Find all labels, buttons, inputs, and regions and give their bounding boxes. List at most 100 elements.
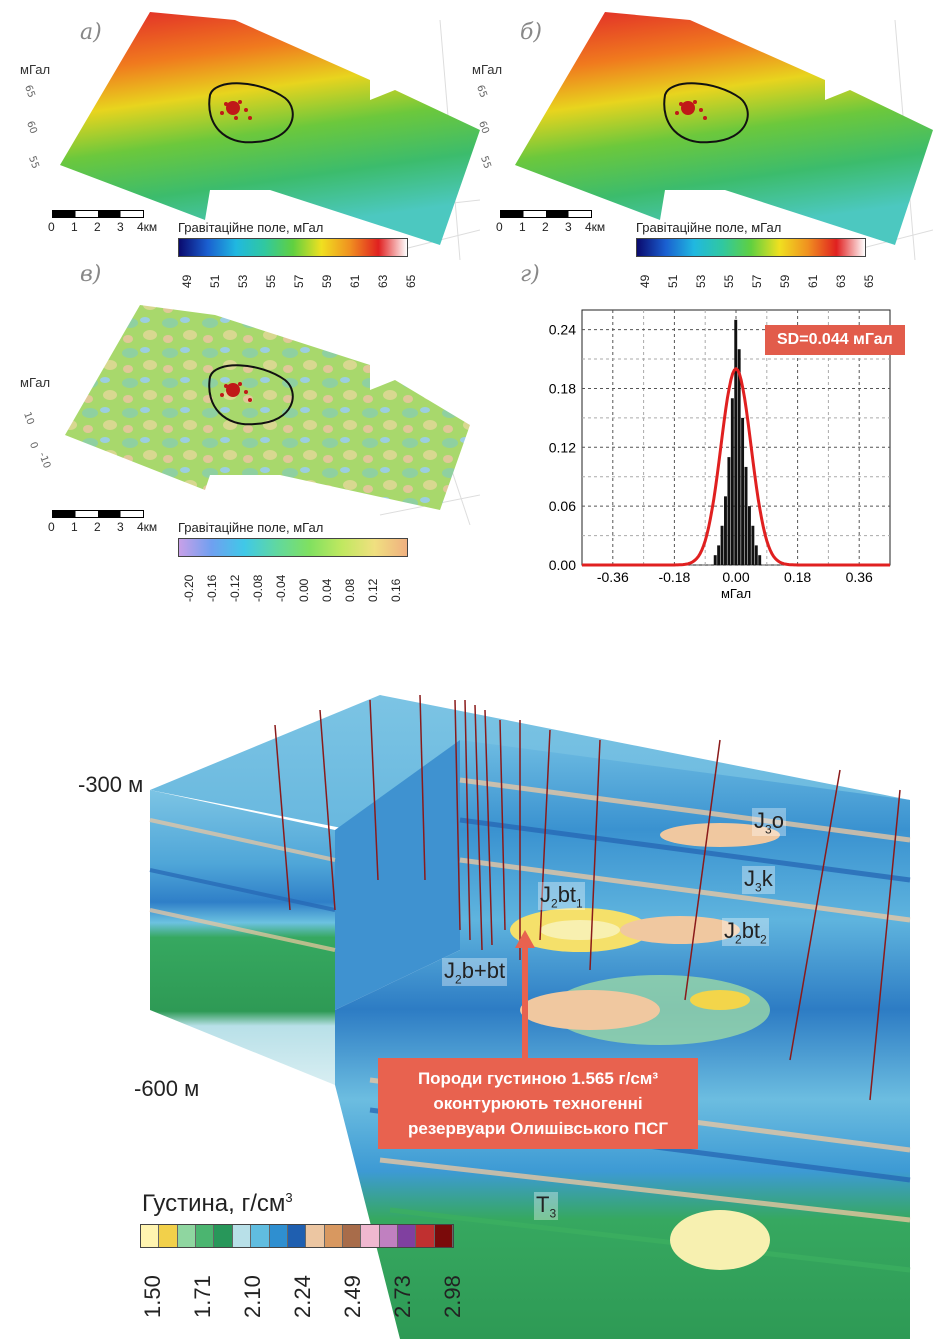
density-swatch — [287, 1225, 307, 1247]
z-tick-a-55: 55 — [26, 154, 41, 171]
scale-label-a-1: 1 — [71, 220, 78, 234]
scale-bar-c — [52, 510, 144, 518]
colorbar-c — [178, 538, 408, 557]
histogram-bar — [730, 398, 734, 565]
panel-label-d: г) — [520, 262, 540, 287]
density-swatch — [342, 1225, 362, 1247]
strat-main: T — [536, 1192, 550, 1217]
z-tick-c-0: 0 — [26, 440, 40, 451]
z-axis-unit-c: мГал — [20, 375, 51, 390]
z-tick-a-65: 65 — [22, 83, 37, 100]
histogram-bar — [751, 525, 755, 565]
y-tick-label: 0.06 — [549, 498, 576, 514]
scale-label-a-0: 0 — [48, 220, 55, 234]
density-title-sup: 3 — [285, 1190, 293, 1205]
colorbar-tick: 0.12 — [366, 578, 380, 602]
strat-restsub: 2 — [760, 932, 767, 947]
density-tick: 2.49 — [340, 1275, 365, 1318]
colorbar-tick: 0.16 — [389, 578, 403, 602]
scale-label-c-2: 2 — [94, 520, 101, 534]
colorbar-tick: 55 — [722, 274, 736, 288]
density-swatch — [232, 1225, 252, 1247]
colorbar-tick: 65 — [862, 274, 876, 288]
strat-restsub: 1 — [576, 896, 583, 911]
strat-sub: 3 — [549, 1206, 557, 1221]
sd-annotation: SD=0.044 мГал — [765, 325, 905, 355]
strat-sub: 2 — [551, 896, 558, 911]
histogram-bar — [720, 525, 724, 565]
density-tick: 2.24 — [290, 1275, 315, 1318]
x-tick-label: 0.18 — [784, 569, 811, 585]
callout-line-1: Породи густиною 1.565 г/см³ — [417, 1069, 659, 1088]
histogram-bar — [741, 417, 745, 565]
strat-label-J2bt1: J2bt1 — [538, 882, 585, 911]
density-swatch — [196, 1225, 215, 1247]
density-swatch — [159, 1225, 178, 1247]
x-tick-label: -0.18 — [658, 569, 690, 585]
gaussian-fit-curve — [582, 366, 890, 567]
strat-sub: 2 — [735, 932, 742, 947]
colorbar-title-b: Гравітаційне поле, мГал — [636, 220, 782, 235]
scale-label-c-0: 0 — [48, 520, 55, 534]
strat-sub: 3 — [755, 880, 762, 895]
scale-label-a-4: 4км — [137, 220, 158, 234]
y-tick-label: 0.18 — [549, 380, 576, 396]
residual-surface-c — [65, 305, 480, 525]
scale-bar-a — [52, 210, 144, 218]
density-swatch — [398, 1225, 417, 1247]
z-axis-unit-b: мГал — [472, 62, 503, 77]
scale-label-b-3: 3 — [565, 220, 572, 234]
y-tick-label: 0.24 — [549, 322, 576, 338]
z-tick-c-10: 10 — [21, 410, 36, 427]
density-tick: 2.98 — [440, 1275, 465, 1318]
x-axis-label: мГал — [721, 586, 751, 601]
density-tick: 1.50 — [140, 1275, 165, 1318]
histogram-bar — [717, 545, 721, 565]
callout-line-2: оконтурюють техногенні — [433, 1094, 643, 1113]
scale-label-b-2: 2 — [542, 220, 549, 234]
colorbar-tick: -0.16 — [205, 574, 219, 602]
scale-label-c-3: 3 — [117, 520, 124, 534]
strat-sub: 3 — [765, 822, 772, 837]
scale-bar-b — [500, 210, 592, 218]
histogram-bar — [724, 496, 727, 565]
strat-rest: k — [761, 866, 773, 891]
scale-label-a-2: 2 — [94, 220, 101, 234]
colorbar-tick: 57 — [750, 274, 764, 288]
y-tick-label: 0.00 — [549, 557, 576, 573]
density-swatch — [324, 1225, 343, 1247]
callout-box: Породи густиною 1.565 г/см³ оконтурюють … — [378, 1058, 698, 1149]
strat-rest: b+bt — [461, 958, 506, 983]
density-swatch — [177, 1225, 197, 1247]
scale-label-c-1: 1 — [71, 520, 78, 534]
histogram-bar — [758, 555, 762, 565]
colorbar-tick: -0.04 — [274, 574, 288, 602]
colorbar-tick: -0.20 — [182, 574, 196, 602]
strat-label-J3k: J3k — [742, 866, 775, 895]
histogram-bar — [713, 555, 717, 565]
x-tick-label: 0.00 — [722, 569, 749, 585]
colorbar-b — [636, 238, 866, 257]
x-tick-label: -0.36 — [597, 569, 629, 585]
strat-label-J2bbt: J2b+bt — [442, 958, 508, 987]
strat-main: J — [444, 958, 455, 983]
colorbar-tick: 0.00 — [297, 578, 311, 602]
panel-label-c: в) — [80, 262, 102, 287]
depth-label-600: -600 м — [134, 1076, 200, 1101]
strat-label-T3: T3 — [534, 1192, 559, 1221]
colorbar-title-a: Гравітаційне поле, мГал — [178, 220, 324, 235]
colorbar-tick: 49 — [638, 274, 652, 288]
colorbar-title-c: Гравітаційне поле, мГал — [178, 520, 324, 535]
density-swatch — [416, 1225, 435, 1247]
colorbar-tick: 63 — [834, 274, 848, 288]
strat-rest: o — [771, 808, 784, 833]
density-swatch — [214, 1225, 233, 1247]
strat-main: J — [540, 882, 551, 907]
strat-main: J — [744, 866, 755, 891]
density-swatch — [434, 1225, 454, 1247]
strat-rest: bt — [557, 882, 577, 907]
histogram-bar — [754, 545, 758, 565]
callout-line-3: резервуари Олишівського ПСГ — [407, 1119, 668, 1138]
histogram-bar — [727, 457, 731, 565]
scale-label-b-1: 1 — [519, 220, 526, 234]
